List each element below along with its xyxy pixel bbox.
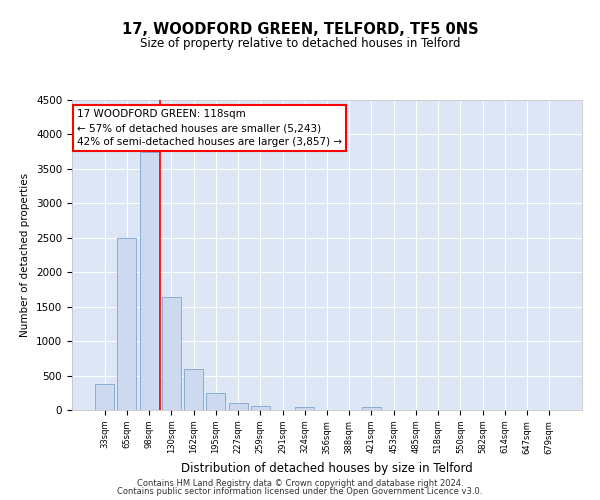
Text: Size of property relative to detached houses in Telford: Size of property relative to detached ho… (140, 38, 460, 51)
Bar (118, 238, 136, 410)
Bar (206, 394, 225, 410)
Bar (229, 403, 248, 410)
Text: Contains HM Land Registry data © Crown copyright and database right 2024.: Contains HM Land Registry data © Crown c… (137, 478, 463, 488)
Text: 17 WOODFORD GREEN: 118sqm
← 57% of detached houses are smaller (5,243)
42% of se: 17 WOODFORD GREEN: 118sqm ← 57% of detac… (77, 110, 342, 148)
Bar (362, 406, 381, 410)
X-axis label: Distribution of detached houses by size in Telford: Distribution of detached houses by size … (181, 462, 473, 475)
Text: Contains public sector information licensed under the Open Government Licence v3: Contains public sector information licen… (118, 487, 482, 496)
Bar (140, 152, 158, 410)
Bar (162, 297, 181, 410)
Bar (95, 384, 114, 410)
Y-axis label: Number of detached properties: Number of detached properties (20, 173, 31, 337)
Bar (295, 406, 314, 410)
Bar (184, 368, 203, 410)
Bar (251, 406, 270, 410)
Text: 17, WOODFORD GREEN, TELFORD, TF5 0NS: 17, WOODFORD GREEN, TELFORD, TF5 0NS (122, 22, 478, 38)
